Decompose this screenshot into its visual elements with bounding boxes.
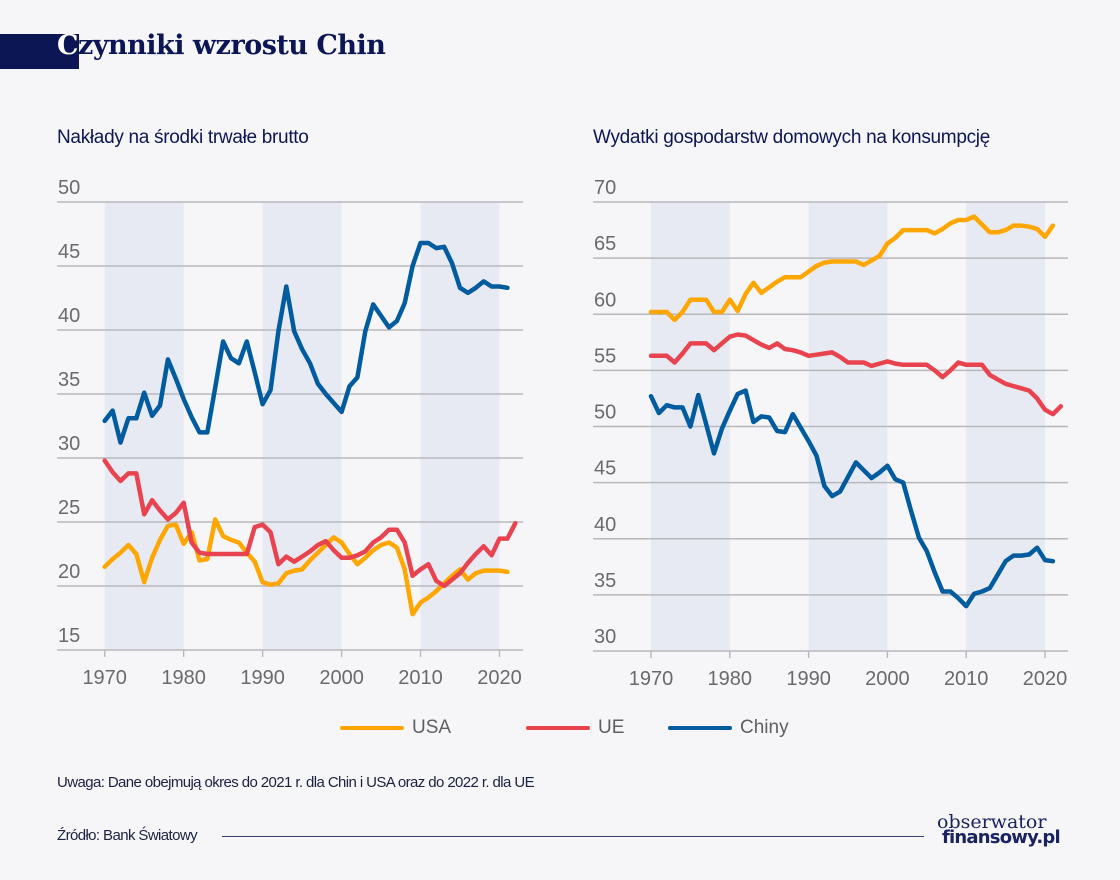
legend-label-ue: UE: [598, 717, 625, 738]
y-tick-label: 20: [58, 561, 80, 583]
y-tick-label: 40: [58, 305, 80, 327]
y-tick-label: 25: [58, 497, 80, 519]
left-chart-title: Nakłady na środki trwałe brutto: [57, 127, 309, 148]
title-accent-bar: [0, 34, 79, 69]
x-tick-label: 2010: [944, 668, 989, 690]
series-line-chiny: [102, 240, 510, 445]
y-tick-label: 15: [58, 625, 80, 647]
decade-band-1990: [262, 202, 342, 650]
y-tick-label: 55: [594, 345, 616, 367]
y-tick-label: 50: [58, 177, 80, 199]
page-title: Czynniki wzrostu Chin: [57, 30, 386, 61]
legend: USA UE Chiny: [340, 714, 789, 742]
series-line-ue: [648, 332, 1064, 417]
x-tick-label: 2010: [398, 667, 443, 689]
x-tick-label: 2000: [865, 668, 910, 690]
x-tick-label: 2020: [1023, 668, 1068, 690]
legend-item-chiny: Chiny: [668, 717, 789, 739]
y-tick-label: 65: [594, 233, 616, 255]
x-tick-label: 1970: [82, 667, 127, 689]
series-line-usa: [648, 214, 1056, 323]
y-tick-label: 50: [594, 402, 616, 424]
footnote: Uwaga: Dane obejmują okres do 2021 r. dl…: [57, 774, 535, 791]
series-line-usa: [102, 517, 510, 617]
logo-line1: obserwator: [937, 811, 1047, 833]
x-tick-label: 1980: [161, 667, 206, 689]
x-tick-label: 1970: [629, 668, 674, 690]
y-tick-label: 35: [594, 570, 616, 592]
y-tick-label: 30: [594, 626, 616, 648]
x-tick-label: 2000: [319, 667, 364, 689]
legend-item-ue: UE: [526, 717, 668, 739]
y-tick-label: 35: [58, 369, 80, 391]
series-line-ue: [102, 458, 518, 589]
x-tick-label: 1980: [708, 668, 753, 690]
legend-swatch-usa: [340, 726, 404, 730]
logo-line2: finansowy.pl: [942, 827, 1061, 848]
series-line-chiny: [648, 388, 1056, 609]
right-chart-title: Wydatki gospodarstw domowych na konsumpc…: [593, 127, 990, 148]
page-title-first-letter: C: [57, 30, 79, 61]
source-divider: [222, 836, 924, 837]
legend-item-usa: USA: [340, 717, 526, 739]
publisher-logo: obserwator finansowy.pl: [937, 811, 1061, 848]
legend-label-chiny: Chiny: [740, 717, 789, 738]
y-tick-label: 30: [58, 433, 80, 455]
x-tick-label: 2020: [477, 667, 522, 689]
page-title-rest: zynniki wzrostu Chin: [78, 30, 386, 61]
x-tick-label: 1990: [240, 667, 285, 689]
legend-swatch-chiny: [668, 726, 732, 730]
y-tick-label: 60: [594, 289, 616, 311]
x-tick-label: 1990: [786, 668, 831, 690]
legend-label-usa: USA: [412, 717, 452, 738]
y-tick-label: 70: [594, 177, 616, 199]
y-tick-label: 40: [594, 514, 616, 536]
source-text: Źródło: Bank Światowy: [57, 827, 198, 844]
y-tick-label: 45: [58, 241, 80, 263]
legend-swatch-ue: [526, 726, 590, 730]
y-tick-label: 45: [594, 458, 616, 480]
